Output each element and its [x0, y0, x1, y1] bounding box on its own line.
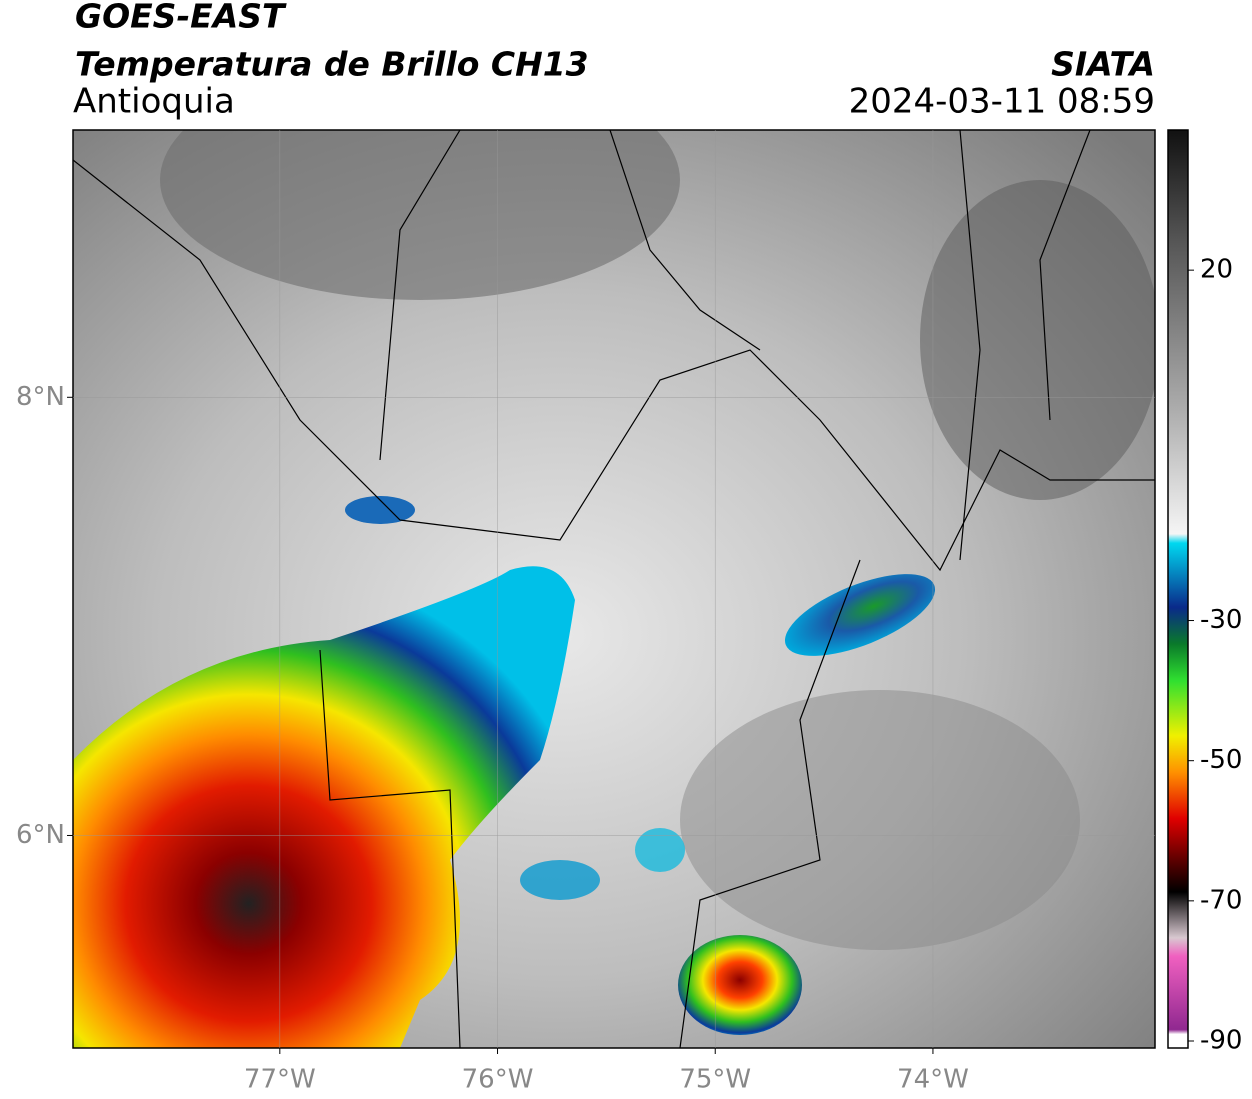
x-tick-label: 77°W: [244, 1065, 316, 1095]
x-tick-label: 75°W: [679, 1065, 751, 1095]
title: GOES-EAST: [75, 0, 287, 36]
region: Antioquia: [73, 82, 235, 122]
colorbar: [1167, 129, 1189, 1049]
colorbar-tick-label: -70: [1200, 885, 1242, 915]
subtitle: Temperatura de Brillo CH13: [75, 45, 589, 84]
x-tick-label: 76°W: [462, 1065, 534, 1095]
plot-frame: [72, 129, 1156, 1049]
source: SIATA: [1051, 45, 1155, 84]
colorbar-tick-label: 20: [1200, 255, 1233, 285]
y-tick-label: 8°N: [16, 382, 65, 412]
colorbar-tick-label: -30: [1200, 605, 1242, 635]
colorbar-tick-label: -50: [1200, 745, 1242, 775]
x-tick-label: 74°W: [897, 1065, 969, 1095]
imagery: [73, 130, 1155, 1048]
colorbar-tick-label: -90: [1200, 1025, 1242, 1055]
y-tick-label: 6°N: [16, 820, 65, 850]
datetime: 2024-03-11 08:59: [849, 82, 1155, 122]
